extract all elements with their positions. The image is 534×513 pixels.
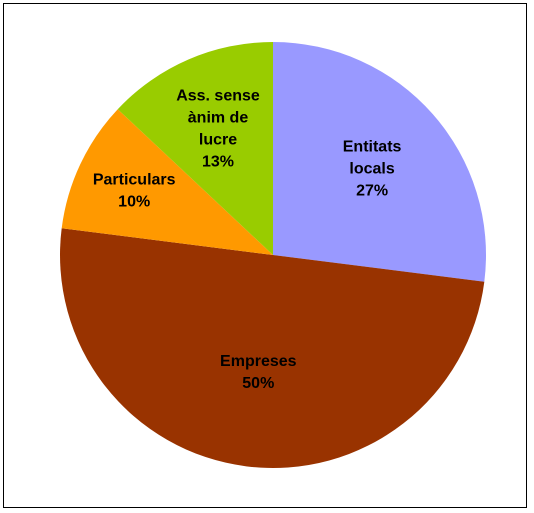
slice-label-3: Ass. sense ànim de lucre 13% <box>176 88 260 171</box>
slice-label-0: Entitats locals 27% <box>343 138 402 199</box>
slice-category: Empreses <box>220 353 297 370</box>
slice-category: Particulars <box>93 171 176 188</box>
slice-label-2: Particulars 10% <box>93 171 176 210</box>
slice-percent: 10% <box>118 193 150 210</box>
slice-category: Ass. sense <box>176 88 260 105</box>
slice-category: Entitats <box>343 138 402 155</box>
pie-slice-1 <box>59 228 485 469</box>
slice-percent: 13% <box>202 154 234 171</box>
slice-category: locals <box>349 160 394 177</box>
pie-labels: Entitats locals 27% Empreses 50% Particulars 1… <box>93 88 402 392</box>
slice-category: lucre <box>199 132 237 149</box>
slice-percent: 50% <box>242 375 274 392</box>
slice-label-1: Empreses 50% <box>220 353 297 392</box>
pie-slices <box>59 42 487 469</box>
slice-category: ànim de <box>188 110 249 127</box>
pie-slice-0 <box>273 42 487 282</box>
slice-percent: 27% <box>356 182 388 199</box>
pie-slice-3 <box>117 42 273 255</box>
pie-slice-2 <box>61 109 274 255</box>
